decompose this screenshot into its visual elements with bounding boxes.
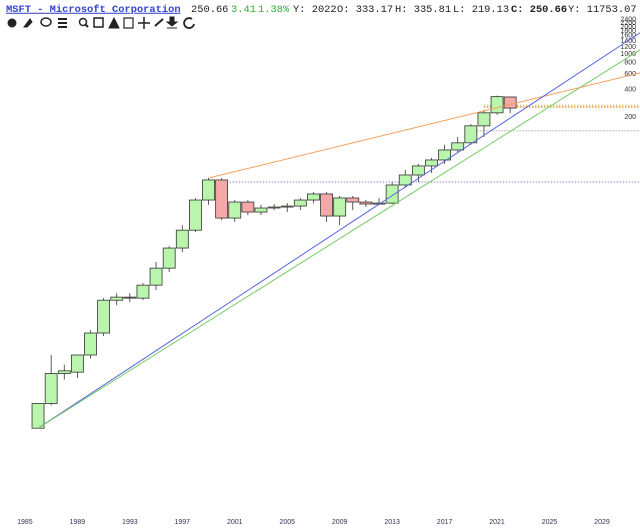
list-icon[interactable] [58, 18, 67, 28]
candle-body [280, 205, 294, 208]
y-tick-label: 1200 [620, 44, 636, 51]
candle-body [333, 197, 347, 217]
x-tick-label: 2017 [437, 519, 453, 526]
low: L: 219.13 [453, 4, 509, 16]
candle-body [477, 112, 491, 127]
y-tick-label: 2400 [620, 17, 636, 24]
candle-body [490, 96, 504, 114]
candle-body [503, 96, 517, 109]
y-tick-label: 600 [624, 71, 636, 78]
volume: Y: 11753.07 [568, 4, 637, 16]
y-tick-label: 1400 [620, 38, 636, 45]
y-tick-label: 1800 [620, 28, 636, 35]
move-icon[interactable] [138, 17, 150, 29]
candle-body [189, 199, 202, 231]
candle-body [97, 299, 111, 334]
candle-body [44, 373, 58, 404]
y-tick-label: 200 [624, 114, 636, 121]
twitter-icon[interactable] [23, 18, 33, 28]
candle-body [398, 174, 412, 186]
y-tick-label: 800 [624, 60, 636, 67]
candle-body [31, 403, 45, 429]
calendar-icon[interactable] [123, 17, 134, 29]
y-tick-label: 1600 [620, 33, 636, 40]
candle-body [411, 165, 425, 176]
candle-body [385, 184, 399, 204]
candle-body [162, 247, 176, 269]
last-price: 250.66 [191, 4, 228, 16]
candle-body [215, 179, 229, 219]
palette-icon[interactable] [7, 18, 17, 28]
candle-body [267, 206, 281, 209]
symbol[interactable]: MSFT - Microsoft Corporation [6, 4, 181, 16]
x-tick-label: 1989 [70, 519, 86, 526]
comment-icon[interactable] [40, 17, 52, 27]
triangle-icon[interactable] [108, 16, 120, 29]
high: H: 335.81 [395, 4, 451, 16]
x-tick-label: 2025 [542, 519, 558, 526]
change: 3.41 [231, 4, 256, 16]
year: Y: 2022 [293, 4, 337, 16]
x-tick-label: 1993 [122, 519, 138, 526]
candle-body [84, 332, 97, 356]
candle-body [228, 201, 242, 219]
x-tick-label: 1985 [17, 519, 33, 526]
y-tick-label: 2200 [620, 20, 636, 27]
refresh-icon[interactable] [183, 17, 195, 29]
open: O: 333.17 [337, 4, 393, 16]
x-tick-label: 2001 [227, 519, 243, 526]
candle-body [110, 296, 124, 301]
candle-body [175, 229, 189, 249]
candle-body [149, 267, 163, 286]
candle-body [136, 284, 150, 299]
trend-line [208, 72, 640, 179]
candle-body [57, 370, 71, 374]
candle-body [346, 197, 360, 203]
candle-body [241, 201, 255, 213]
candle-body [307, 193, 320, 201]
candle-body [464, 125, 478, 144]
candle-body [451, 142, 465, 151]
change-pct: 1.38% [258, 4, 290, 16]
download-icon[interactable] [165, 16, 179, 29]
candle-body [254, 207, 268, 213]
candle-body [359, 201, 373, 205]
window-icon[interactable] [93, 17, 104, 28]
close: C: 250.66 [511, 4, 567, 16]
y-tick-label: 2000 [620, 24, 636, 31]
candle-body [70, 354, 84, 373]
x-tick-label: 2005 [279, 519, 295, 526]
x-tick-label: 2029 [594, 519, 610, 526]
x-tick-label: 2013 [384, 519, 400, 526]
candle-body [202, 179, 215, 201]
candle-body [293, 199, 307, 207]
toolbar [7, 16, 195, 29]
y-tick-label: 400 [624, 87, 636, 94]
candle-body [425, 159, 438, 167]
trend-line [37, 32, 640, 429]
y-tick-label: 1000 [620, 51, 636, 58]
search-icon[interactable] [78, 17, 89, 28]
x-tick-label: 2021 [489, 519, 505, 526]
candle-body [438, 149, 451, 161]
link-icon[interactable] [154, 18, 164, 27]
x-tick-label: 2009 [332, 519, 348, 526]
trend-line [37, 49, 640, 429]
candle-body [123, 296, 137, 299]
x-tick-label: 1997 [175, 519, 191, 526]
candle-body [320, 193, 333, 217]
